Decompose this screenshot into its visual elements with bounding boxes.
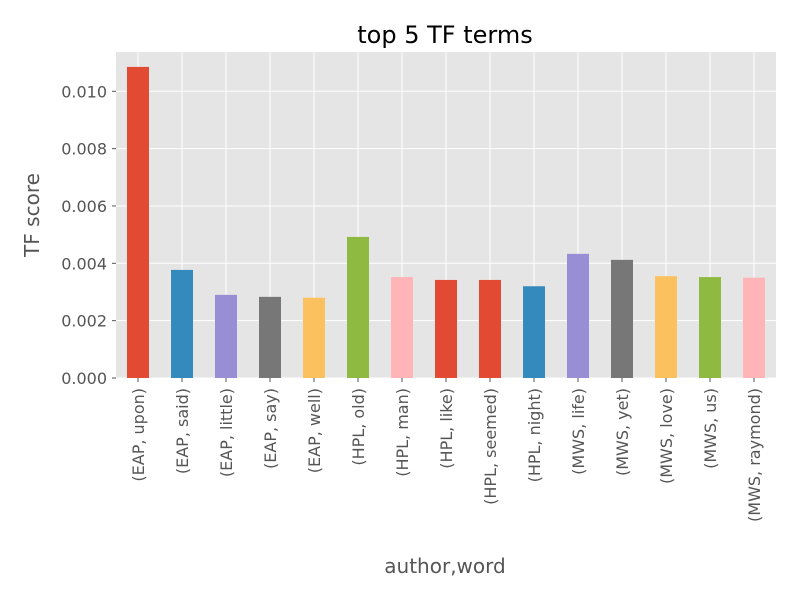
x-tick-label: (MWS, us)	[701, 388, 720, 469]
x-axis-label: author,word	[384, 554, 505, 578]
y-tick-label: 0.006	[61, 197, 107, 216]
y-tick-label: 0.000	[61, 369, 107, 388]
y-tick-label: 0.004	[61, 254, 107, 273]
x-tick-label: (MWS, love)	[657, 388, 676, 484]
bar	[171, 269, 193, 378]
y-tick-label: 0.008	[61, 140, 107, 159]
bar	[215, 294, 237, 378]
y-tick-label: 0.010	[61, 82, 107, 101]
bar	[303, 297, 325, 378]
bar	[655, 276, 677, 378]
bar	[611, 259, 633, 378]
x-tick-label: (EAP, say)	[261, 388, 280, 469]
bar	[347, 236, 369, 378]
x-tick-label: (HPL, like)	[437, 388, 456, 469]
y-axis-label: TF score	[20, 173, 44, 258]
x-tick-label: (EAP, said)	[173, 388, 192, 474]
bar	[523, 286, 545, 378]
x-tick-label: (EAP, upon)	[129, 388, 148, 482]
bar	[743, 277, 765, 378]
x-tick-label: (EAP, little)	[217, 388, 236, 477]
x-tick-label: (EAP, well)	[305, 388, 324, 473]
bar	[435, 279, 457, 378]
bar	[699, 277, 721, 378]
x-tick-label: (MWS, life)	[569, 388, 588, 475]
x-tick-label: (MWS, raymond)	[745, 388, 764, 522]
bar	[567, 253, 589, 378]
bar	[259, 296, 281, 378]
bar	[127, 66, 149, 378]
y-tick-label: 0.002	[61, 312, 107, 331]
x-tick-label: (HPL, man)	[393, 388, 412, 477]
x-tick-label: (MWS, yet)	[613, 388, 632, 476]
y-axis-ticks: 0.000 0.002 0.004 0.006 0.008 0.010	[61, 82, 116, 388]
chart-title: top 5 TF terms	[357, 21, 532, 49]
bar	[391, 277, 413, 378]
x-tick-label: (HPL, old)	[349, 388, 368, 466]
bars	[127, 66, 765, 378]
x-axis-ticks: (EAP, upon) (EAP, said) (EAP, little) (EAP,…	[129, 378, 764, 522]
x-tick-label: (HPL, seemed)	[481, 388, 500, 505]
x-tick-label: (HPL, night)	[525, 388, 544, 482]
bar	[479, 279, 501, 378]
